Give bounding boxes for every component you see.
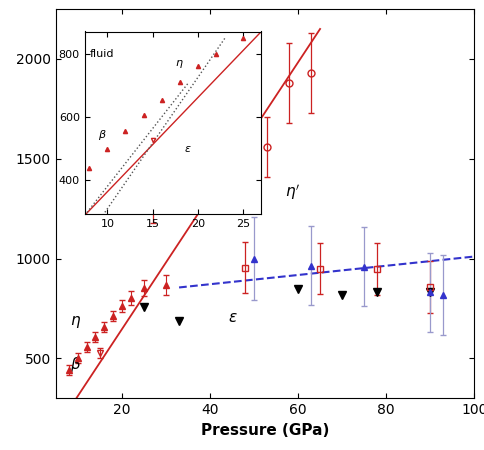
Text: $\varepsilon$: $\varepsilon$ xyxy=(184,144,192,154)
Text: $\beta$: $\beta$ xyxy=(98,128,107,142)
Text: fluid: fluid xyxy=(89,49,114,59)
Text: $\eta$: $\eta$ xyxy=(70,314,81,330)
Text: fluid: fluid xyxy=(100,180,139,198)
Text: $\beta$: $\beta$ xyxy=(70,355,81,374)
Text: $\eta'$: $\eta'$ xyxy=(285,182,300,202)
Text: $\varepsilon$: $\varepsilon$ xyxy=(227,310,237,325)
X-axis label: Pressure (GPa): Pressure (GPa) xyxy=(201,423,329,438)
Text: $\eta$: $\eta$ xyxy=(175,58,184,70)
